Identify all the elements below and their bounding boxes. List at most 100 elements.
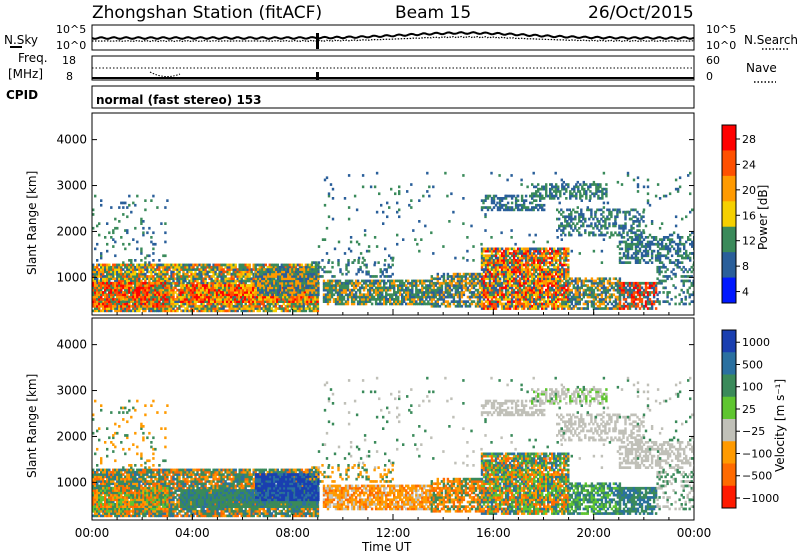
power-cell [112, 277, 115, 281]
power-cell [185, 286, 189, 290]
power-cell [466, 277, 470, 281]
power-cell [522, 252, 526, 255]
power-cell [405, 279, 408, 283]
power-cell [482, 263, 486, 267]
power-cell [516, 247, 520, 251]
power-cell [116, 293, 119, 297]
power-cell [182, 268, 185, 271]
power-cell [486, 307, 490, 310]
power-cell [516, 259, 520, 262]
power-cell [174, 277, 177, 281]
power-cell [480, 288, 484, 292]
power-cell [549, 272, 552, 276]
power-cell [190, 275, 193, 278]
power-cell [486, 275, 490, 278]
power-cell [294, 304, 298, 308]
power-cell [232, 288, 235, 292]
power-cell [518, 277, 522, 281]
power-cell [160, 293, 163, 297]
power-cell [234, 275, 237, 278]
power-cell [292, 270, 296, 274]
power-cell [387, 279, 390, 283]
power-cell [140, 265, 143, 269]
power-cell [496, 265, 500, 269]
power-cell [304, 291, 307, 294]
power-cell [440, 295, 444, 299]
power-cell [429, 284, 432, 287]
power-cell [244, 304, 247, 308]
power-cell [385, 298, 388, 301]
power-cell [179, 300, 183, 303]
nave-dip [149, 71, 181, 78]
power-cell [206, 270, 209, 274]
power-cell [358, 291, 362, 294]
power-cell [172, 270, 175, 274]
power-cell [370, 279, 374, 283]
power-cell [94, 304, 97, 308]
power-cell [238, 298, 241, 301]
power-cell [220, 288, 223, 292]
power-cell [262, 263, 266, 267]
power-cell [148, 288, 151, 292]
power-cell [194, 302, 197, 306]
power-cell [346, 298, 350, 301]
power-cell [234, 304, 237, 308]
power-cell [468, 281, 472, 285]
power-cell [541, 254, 544, 258]
power-cell [362, 288, 366, 292]
power-cell [397, 295, 400, 299]
power-cell [522, 268, 526, 271]
power-cell [208, 281, 211, 285]
power-cell [246, 293, 249, 297]
power-cell [208, 268, 211, 271]
power-cell [265, 281, 268, 285]
power-cell [228, 304, 231, 308]
power-cell [429, 295, 432, 299]
power-cell [257, 291, 260, 294]
power-cell [136, 263, 139, 267]
power-cell [551, 270, 554, 274]
power-cell [423, 279, 426, 283]
power-cell [267, 275, 270, 278]
power-cell [490, 252, 494, 255]
power-cell [490, 307, 494, 310]
power-cell [170, 275, 173, 278]
power-cell [238, 307, 241, 310]
power-cell [275, 288, 278, 292]
power-cell [293, 277, 296, 281]
power-cell [539, 261, 542, 264]
power-cell [480, 256, 484, 260]
power-cell [539, 252, 542, 255]
power-cell [198, 268, 201, 271]
power-cell [146, 275, 149, 278]
power-cell [504, 268, 508, 271]
power-cell [498, 249, 502, 253]
power-cell [397, 284, 400, 287]
power-cell [316, 307, 320, 310]
power-cell [170, 281, 173, 285]
power-cell [472, 281, 476, 285]
power-cell [346, 302, 350, 306]
power-cell [425, 298, 428, 301]
power-cell [399, 279, 402, 283]
power-cell [218, 268, 221, 271]
power-cell [122, 293, 125, 297]
power-cell [128, 277, 131, 281]
power-cell [370, 298, 374, 301]
power-cell [108, 275, 111, 278]
power-cell [332, 286, 336, 290]
power-cell [522, 281, 526, 285]
power-cell [126, 298, 129, 301]
power-cell [271, 277, 274, 281]
power-cell [206, 272, 209, 276]
power-cell [266, 298, 269, 301]
power-cell [224, 277, 227, 281]
power-cell [314, 295, 317, 299]
power-cell [268, 307, 272, 310]
power-cell [340, 298, 344, 301]
power-cell [178, 279, 181, 283]
power-cell [460, 275, 464, 278]
power-cell [423, 286, 426, 290]
power-cell [307, 270, 310, 274]
power-cell [486, 295, 490, 299]
